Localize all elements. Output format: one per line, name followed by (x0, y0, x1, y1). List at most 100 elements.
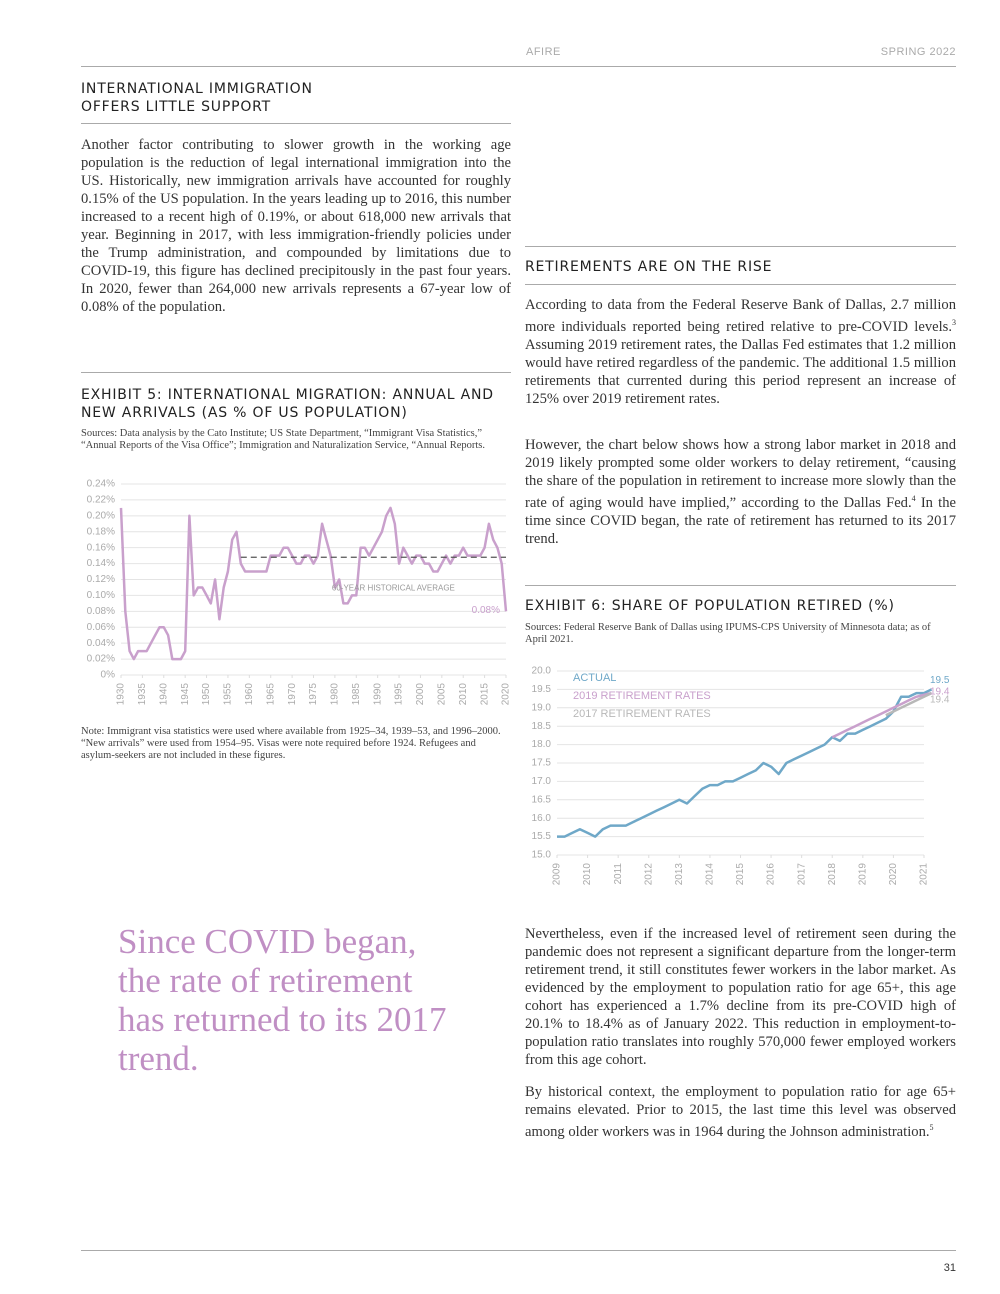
section-heading: RETIREMENTS ARE ON THE RISE (525, 259, 773, 275)
y-tick-label: 20.0 (532, 666, 552, 677)
legend-entry: 2017 RETIREMENT RATES (573, 708, 711, 720)
x-tick-label: 2021 (919, 863, 930, 885)
rule (81, 372, 511, 373)
y-tick-label: 19.5 (532, 684, 552, 695)
end-label: 19.4 (930, 687, 950, 698)
rule (81, 1250, 956, 1251)
y-tick-label: 0.08% (87, 606, 115, 617)
x-tick-label: 1965 (265, 683, 276, 706)
text: By historical context, the employment to… (525, 1084, 956, 1140)
x-tick-label: 2000 (415, 683, 426, 706)
x-tick-label: 1935 (137, 683, 148, 706)
paragraph: Nevertheless, even if the increased leve… (525, 925, 956, 1069)
exhibit-title: EXHIBIT 5: INTERNATIONAL MIGRATION: ANNU… (81, 387, 494, 421)
x-tick-label: 1980 (330, 683, 341, 706)
text: In the time since COVID began, the rate … (525, 494, 956, 547)
y-tick-label: 17.5 (532, 758, 552, 769)
chart: 15.0 15.5 16.0 16.5 17.0 17.5 18.0 18.5 19.0 19.5… (532, 666, 950, 885)
y-tick-label: 17.0 (532, 776, 552, 787)
exhibit-title: EXHIBIT 6: SHARE OF POPULATION RETIRED (… (525, 598, 895, 614)
exhibit-sources: Sources: Federal Reserve Bank of Dallas … (525, 622, 931, 645)
y-tick-label: 16.5 (532, 794, 552, 805)
series-line (119, 506, 508, 661)
x-tick-label: 1985 (351, 683, 362, 706)
y-tick-label: 0.02% (87, 654, 115, 665)
rule (81, 66, 956, 67)
footnote-ref: 5 (929, 1123, 934, 1132)
x-tick-label: 2015 (479, 683, 490, 706)
y-tick-label: 16.0 (532, 813, 552, 824)
x-tick-label: 1940 (158, 683, 169, 706)
x-tick-label: 2018 (827, 863, 838, 885)
y-tick-label: 15.5 (532, 831, 552, 842)
y-tick-label: 0.18% (87, 526, 115, 537)
x-tick-label: 2017 (796, 863, 807, 885)
x-tick-label: 1955 (223, 683, 234, 706)
y-tick-label: 19.0 (532, 702, 552, 713)
x-tick-label: 2014 (705, 863, 716, 885)
x-tick-label: 2015 (735, 863, 746, 885)
text: Assuming 2019 retirement rates, the Dall… (525, 336, 956, 407)
series-line (885, 691, 933, 717)
exhibit-sources: Sources: Data analysis by the Cato Insti… (81, 428, 485, 451)
x-tick-label: 2010 (458, 683, 469, 706)
text: Nevertheless, even if the increased leve… (525, 926, 956, 1068)
x-tick-label: 2011 (613, 863, 624, 885)
x-tick-label: 2016 (766, 863, 777, 885)
paragraph: Another factor contributing to slower gr… (81, 137, 511, 315)
x-tick-label: 2020 (501, 683, 511, 706)
x-tick-label: 1970 (287, 683, 298, 706)
x-tick-label: 1960 (244, 683, 255, 706)
y-tick-label: 0.22% (87, 495, 115, 506)
x-tick-label: 1950 (201, 683, 212, 706)
y-tick-label: 0% (101, 670, 116, 681)
end-label: 19.4 (930, 695, 950, 706)
y-tick-label: 0.12% (87, 574, 115, 585)
x-tick-label: 2005 (436, 683, 447, 706)
x-tick-label: 2020 (888, 863, 899, 885)
footnote-ref: 4 (911, 494, 916, 503)
footnote-ref: 3 (952, 318, 956, 327)
pull-quote: Since COVID began, the rate of retiremen… (118, 922, 447, 1078)
y-tick-label: 18.0 (532, 739, 552, 750)
rule (525, 585, 956, 586)
x-tick-label: 1975 (308, 683, 319, 706)
y-tick-label: 0.04% (87, 638, 115, 649)
y-tick-label: 0.24% (87, 479, 115, 490)
paragraph: By historical context, the employment to… (525, 1083, 956, 1141)
x-tick-label: 1990 (372, 683, 383, 706)
reference-label: 60-YEAR HISTORICAL AVERAGE (332, 583, 455, 592)
annotation: 0.08% (472, 605, 500, 616)
paragraph: However, the chart below shows how a str… (525, 436, 956, 548)
section-heading: INTERNATIONAL IMMIGRATION OFFERS LITTLE … (81, 81, 313, 115)
series-line (831, 691, 932, 739)
legend-entry: 2019 RETIREMENT RATES (573, 690, 711, 702)
page-number: 31 (943, 1262, 956, 1274)
x-tick-label: 1995 (394, 683, 405, 706)
y-tick-label: 15.0 (532, 850, 552, 861)
x-tick-label: 2019 (857, 863, 868, 885)
end-label: 19.5 (930, 675, 950, 686)
legend-entry: ACTUAL (573, 672, 616, 684)
text: According to data from the Federal Reser… (525, 297, 956, 335)
paragraph: According to data from the Federal Reser… (525, 296, 956, 408)
chart: 0% 0.02% 0.04% 0.06% 0.08% 0.10% 0.12% 0.14% 0.1… (87, 479, 511, 706)
text: However, the chart below shows how a str… (525, 437, 956, 511)
y-tick-label: 0.20% (87, 510, 115, 521)
exhibit-note: Note: Immigrant visa statistics were use… (81, 726, 501, 761)
rule (525, 284, 956, 285)
header-left: AFIRE (526, 46, 561, 58)
x-tick-label: 2009 (552, 863, 563, 885)
rule (81, 123, 511, 124)
series-line (557, 688, 933, 838)
rule (525, 246, 956, 247)
x-tick-label: 2012 (643, 863, 654, 885)
y-tick-label: 0.16% (87, 542, 115, 553)
x-tick-label: 1930 (116, 683, 127, 706)
header-right: SPRING 2022 (880, 46, 956, 58)
x-tick-label: 1945 (180, 683, 191, 706)
y-tick-label: 0.06% (87, 622, 115, 633)
y-tick-label: 0.10% (87, 590, 115, 601)
x-tick-label: 2010 (582, 863, 593, 885)
